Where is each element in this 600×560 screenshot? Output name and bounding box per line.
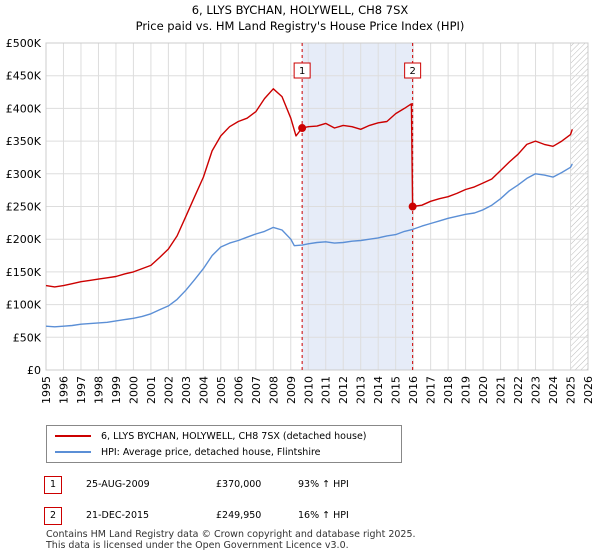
x-tick-label: 1998 [92, 376, 105, 404]
x-tick-label: 1997 [75, 376, 88, 404]
y-tick-label: £450K [6, 70, 42, 83]
legend: 6, LLYS BYCHAN, HOLYWELL, CH8 7SX (detac… [46, 425, 402, 463]
transaction-marker-label: 1 [299, 66, 305, 77]
x-tick-label: 2003 [180, 376, 193, 404]
transaction-row: 2 21-DEC-2015 £249,950 16% ↑ HPI [44, 507, 564, 527]
x-tick-label: 2022 [512, 376, 525, 404]
transaction-date: 21-DEC-2015 [86, 510, 150, 521]
x-tick-label: 2014 [372, 376, 385, 404]
x-tick-label: 2019 [460, 376, 473, 404]
x-tick-label: 2010 [302, 376, 315, 404]
x-tick-label: 2025 [565, 376, 578, 404]
legend-swatch-property [55, 435, 91, 437]
legend-item-property: 6, LLYS BYCHAN, HOLYWELL, CH8 7SX (detac… [55, 429, 367, 443]
transaction-marker-box [404, 62, 422, 79]
y-tick-label: £250K [6, 201, 42, 214]
y-tick-label: £50K [13, 331, 42, 344]
x-tick-label: 2002 [162, 376, 175, 404]
footer-licence: This data is licensed under the Open Gov… [46, 540, 349, 551]
x-tick-label: 2007 [250, 376, 263, 404]
sale-point [408, 202, 417, 211]
y-tick-label: £100K [6, 299, 42, 312]
x-tick-label: 1995 [40, 376, 53, 404]
x-tick-label: 2016 [407, 376, 420, 404]
x-tick-label: 2017 [425, 376, 438, 404]
x-tick-label: 2001 [145, 376, 158, 404]
x-tick-label: 2023 [530, 376, 543, 404]
x-tick-label: 2024 [547, 376, 560, 404]
x-tick-label: 2005 [215, 376, 228, 404]
transaction-price: £249,950 [216, 510, 262, 521]
x-tick-label: 2012 [337, 376, 350, 404]
plot-area: £0 £50K £100K £150K £200K £250K £300K £350K £400… [6, 37, 595, 404]
x-tick-label: 2015 [390, 376, 403, 404]
transaction-price: £370,000 [216, 479, 262, 490]
y-tick-label: £400K [6, 102, 42, 115]
x-tick-label: 2026 [582, 376, 595, 404]
x-tick-label: 2009 [285, 376, 298, 404]
transaction-hpi-change: 16% ↑ HPI [298, 510, 349, 521]
y-tick-label: £150K [6, 266, 42, 279]
x-tick-label: 1999 [110, 376, 123, 404]
transaction-date: 25-AUG-2009 [86, 479, 150, 490]
property-series-line [45, 88, 573, 288]
y-tick-label: £300K [6, 168, 42, 181]
x-tick-label: 2008 [267, 376, 280, 404]
x-tick-label: 2006 [232, 376, 245, 404]
chart-title: 6, LLYS BYCHAN, HOLYWELL, CH8 7SX [192, 3, 409, 17]
price-chart: 6, LLYS BYCHAN, HOLYWELL, CH8 7SX Price … [6, 3, 595, 404]
x-tick-label: 2004 [197, 376, 210, 404]
y-tick-label: £200K [6, 233, 42, 246]
footer: Contains HM Land Registry data © Crown c… [46, 529, 416, 551]
y-tick-label: £500K [6, 37, 42, 50]
legend-label-hpi: HPI: Average price, detached house, Flin… [101, 446, 321, 458]
footer-copyright: Contains HM Land Registry data © Crown c… [46, 529, 416, 540]
transaction-marker-box [293, 62, 311, 79]
x-tick-label: 2011 [320, 376, 333, 404]
x-tick-label: 2018 [442, 376, 455, 404]
transaction-number-badge: 1 [44, 476, 62, 494]
x-tick-label: 1996 [57, 376, 70, 404]
transaction-marker-label: 2 [409, 66, 415, 77]
transaction-hpi-change: 93% ↑ HPI [298, 479, 349, 490]
plot-border [45, 42, 589, 371]
hpi-series-line [45, 163, 573, 328]
sale-point [298, 124, 307, 133]
x-tick-label: 2013 [355, 376, 368, 404]
transaction-row: 1 25-AUG-2009 £370,000 93% ↑ HPI [44, 476, 564, 496]
x-tick-label: 2021 [495, 376, 508, 404]
x-tick-label: 2000 [127, 376, 140, 404]
transaction-number-badge: 2 [44, 507, 62, 525]
chart-subtitle: Price paid vs. HM Land Registry's House … [136, 19, 465, 33]
x-tick-label: 2020 [477, 376, 490, 404]
legend-swatch-hpi [55, 451, 91, 453]
y-tick-label: £350K [6, 135, 42, 148]
y-tick-label: £0 [27, 364, 41, 377]
legend-label-property: 6, LLYS BYCHAN, HOLYWELL, CH8 7SX (detac… [101, 430, 367, 442]
legend-item-hpi: HPI: Average price, detached house, Flin… [55, 445, 321, 459]
